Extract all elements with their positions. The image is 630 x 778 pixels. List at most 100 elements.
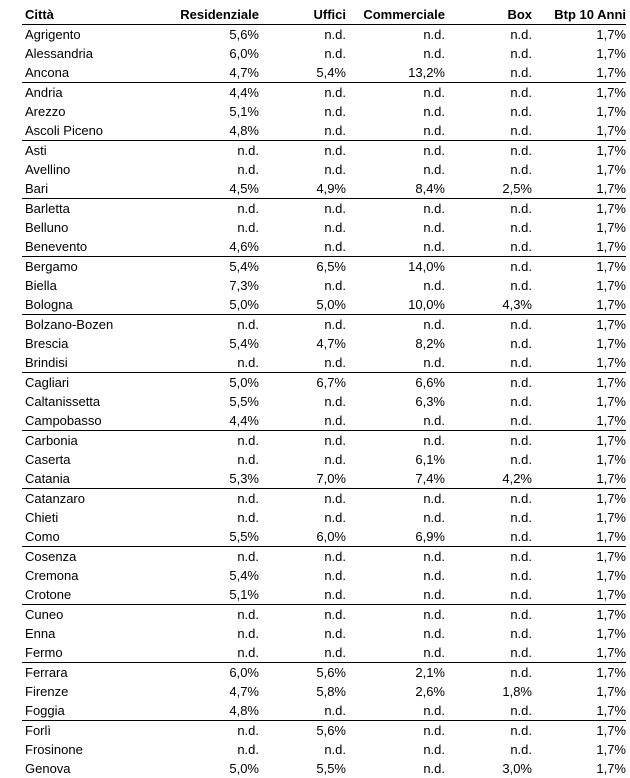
residential-cell: 5,5% — [162, 527, 259, 547]
residential-cell: n.d. — [162, 605, 259, 625]
column-header-commercial: Commerciale — [346, 6, 445, 25]
commercial-cell: 2,1% — [346, 663, 445, 683]
offices-cell: 4,9% — [259, 179, 346, 199]
commercial-cell: n.d. — [346, 315, 445, 335]
box-cell: n.d. — [445, 508, 532, 527]
residential-cell: n.d. — [162, 353, 259, 373]
offices-cell: n.d. — [259, 431, 346, 451]
box-cell: 1,8% — [445, 682, 532, 701]
city-cell: Alessandria — [22, 44, 162, 63]
commercial-cell: n.d. — [346, 547, 445, 567]
btp-cell: 1,7% — [532, 508, 626, 527]
box-cell: n.d. — [445, 141, 532, 161]
btp-cell: 1,7% — [532, 102, 626, 121]
column-header-box: Box — [445, 6, 532, 25]
box-cell: n.d. — [445, 431, 532, 451]
city-cell: Cosenza — [22, 547, 162, 567]
box-cell: n.d. — [445, 605, 532, 625]
offices-cell: n.d. — [259, 315, 346, 335]
commercial-cell: n.d. — [346, 759, 445, 778]
residential-cell: 4,5% — [162, 179, 259, 199]
offices-cell: n.d. — [259, 141, 346, 161]
residential-cell: 4,8% — [162, 121, 259, 141]
offices-cell: 6,7% — [259, 373, 346, 393]
offices-cell: n.d. — [259, 547, 346, 567]
offices-cell: 7,0% — [259, 469, 346, 489]
btp-cell: 1,7% — [532, 160, 626, 179]
city-cell: Bologna — [22, 295, 162, 315]
offices-cell: n.d. — [259, 353, 346, 373]
commercial-cell: 8,4% — [346, 179, 445, 199]
btp-cell: 1,7% — [532, 489, 626, 509]
city-cell: Crotone — [22, 585, 162, 605]
city-cell: Avellino — [22, 160, 162, 179]
city-cell: Forlì — [22, 721, 162, 741]
city-cell: Biella — [22, 276, 162, 295]
residential-cell: 4,6% — [162, 237, 259, 257]
column-header-offices: Uffici — [259, 6, 346, 25]
commercial-cell: 2,6% — [346, 682, 445, 701]
city-cell: Carbonia — [22, 431, 162, 451]
residential-cell: 5,6% — [162, 25, 259, 45]
btp-cell: 1,7% — [532, 605, 626, 625]
offices-cell: 5,0% — [259, 295, 346, 315]
city-cell: Brindisi — [22, 353, 162, 373]
commercial-cell: n.d. — [346, 44, 445, 63]
box-cell: n.d. — [445, 353, 532, 373]
commercial-cell: n.d. — [346, 237, 445, 257]
header-row: Città Residenziale Uffici Commerciale Bo… — [22, 6, 626, 25]
commercial-cell: n.d. — [346, 160, 445, 179]
commercial-cell: 8,2% — [346, 334, 445, 353]
residential-cell: 5,1% — [162, 102, 259, 121]
box-cell: n.d. — [445, 199, 532, 219]
offices-cell: 4,7% — [259, 334, 346, 353]
city-cell: Frosinone — [22, 740, 162, 759]
box-cell: 3,0% — [445, 759, 532, 778]
city-cell: Bergamo — [22, 257, 162, 277]
city-cell: Benevento — [22, 237, 162, 257]
box-cell: n.d. — [445, 411, 532, 431]
btp-cell: 1,7% — [532, 682, 626, 701]
btp-cell: 1,7% — [532, 315, 626, 335]
commercial-cell: n.d. — [346, 701, 445, 721]
offices-cell: n.d. — [259, 83, 346, 103]
btp-cell: 1,7% — [532, 276, 626, 295]
city-cell: Ferrara — [22, 663, 162, 683]
btp-cell: 1,7% — [532, 547, 626, 567]
offices-cell: n.d. — [259, 121, 346, 141]
city-cell: Genova — [22, 759, 162, 778]
residential-cell: 4,7% — [162, 63, 259, 83]
offices-cell: n.d. — [259, 701, 346, 721]
residential-cell: n.d. — [162, 218, 259, 237]
box-cell: n.d. — [445, 121, 532, 141]
offices-cell: n.d. — [259, 643, 346, 663]
commercial-cell: n.d. — [346, 489, 445, 509]
residential-cell: 5,0% — [162, 759, 259, 778]
btp-cell: 1,7% — [532, 237, 626, 257]
commercial-cell: n.d. — [346, 25, 445, 45]
residential-cell: n.d. — [162, 141, 259, 161]
box-cell: n.d. — [445, 624, 532, 643]
residential-cell: n.d. — [162, 431, 259, 451]
offices-cell: 5,4% — [259, 63, 346, 83]
box-cell: n.d. — [445, 102, 532, 121]
btp-cell: 1,7% — [532, 469, 626, 489]
commercial-cell: n.d. — [346, 566, 445, 585]
box-cell: n.d. — [445, 547, 532, 567]
city-cell: Firenze — [22, 682, 162, 701]
commercial-cell: n.d. — [346, 353, 445, 373]
commercial-cell: 7,4% — [346, 469, 445, 489]
